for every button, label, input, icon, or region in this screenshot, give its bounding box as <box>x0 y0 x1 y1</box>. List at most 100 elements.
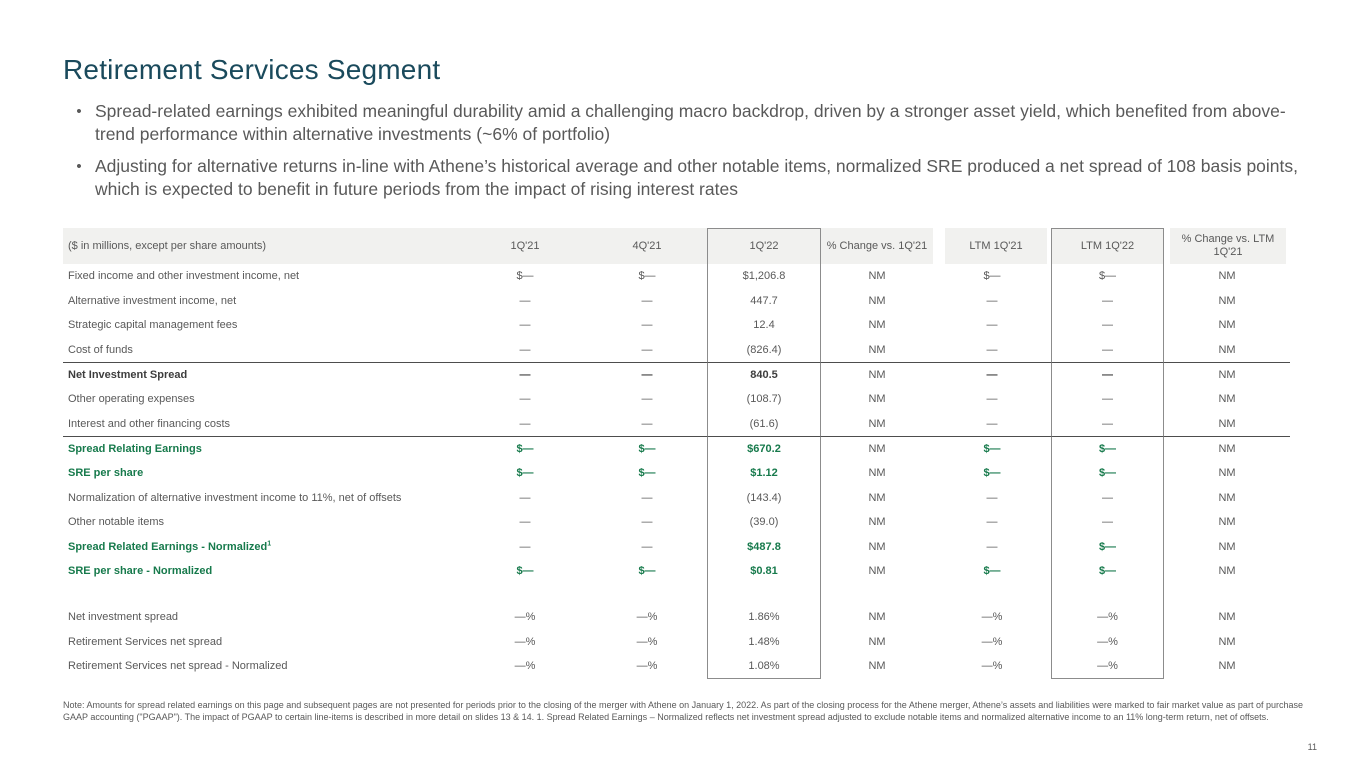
table-cell: 840.5 <box>707 362 821 387</box>
table-header-row: ($ in millions, except per share amounts… <box>63 228 1290 264</box>
table-cell: — <box>641 344 653 357</box>
table-cell: $— <box>516 467 534 480</box>
table-cell: — <box>933 362 1051 387</box>
table-cell: NM <box>868 270 886 283</box>
table-cell: NM <box>868 565 886 578</box>
table-cell: — <box>1051 485 1164 510</box>
table-cell: —% <box>981 660 1003 673</box>
table-cell: — <box>519 540 531 553</box>
table-cell: — <box>641 516 653 529</box>
table-cell: — <box>641 393 653 406</box>
page-title: Retirement Services Segment <box>63 54 441 85</box>
table-cell: (61.6) <box>707 411 821 437</box>
table-cell: —% <box>1051 629 1164 654</box>
table-cell: NM <box>868 611 886 624</box>
table-cell: $0.81 <box>707 559 821 584</box>
table-cell: $1,206.8 <box>707 264 821 289</box>
table-row: Cost of funds — — (826.4) NM — — NM <box>63 337 1290 363</box>
table-cell: —% <box>636 660 658 673</box>
table-cell: $— <box>638 270 656 283</box>
column-header-pct-change-ltm-1q21: % Change vs. LTM 1Q'21 <box>1164 228 1290 264</box>
table-cell: —% <box>514 611 536 624</box>
table-cell: $— <box>1051 559 1164 584</box>
row-label: Fixed income and other investment income… <box>68 270 300 283</box>
table-cell: $— <box>983 270 1001 283</box>
table-cell: NM <box>868 393 886 406</box>
table-cell: — <box>587 362 707 387</box>
row-label: Interest and other financing costs <box>68 417 231 430</box>
table-cell: NM <box>1218 294 1236 307</box>
row-label: Spread Related Earnings - Normalized1 <box>68 540 272 553</box>
bullet-marker-icon: • <box>76 158 82 175</box>
table-cell: — <box>519 294 531 307</box>
column-header-ltm-1q22: LTM 1Q'22 <box>1051 228 1164 264</box>
table-cell: $— <box>983 565 1001 578</box>
column-header-4q21: 4Q'21 <box>587 228 707 264</box>
table-cell: — <box>986 393 998 406</box>
table-cell: — <box>1051 288 1164 314</box>
table-cell: — <box>519 491 531 504</box>
row-label: Retirement Services net spread - Normali… <box>68 660 288 673</box>
table-row: SRE per share $— $— $1.12 NM $— $— NM <box>63 460 1290 486</box>
row-label: Other notable items <box>68 516 164 529</box>
table-cell: — <box>641 491 653 504</box>
bullet-text: Adjusting for alternative returns in-lin… <box>95 156 1299 199</box>
table-cell: NM <box>1218 660 1236 673</box>
table-row: Other notable items — — (39.0) NM — — NM <box>63 509 1290 535</box>
table-cell: — <box>519 393 531 406</box>
table-cell: — <box>641 294 653 307</box>
table-cell: NM <box>1218 540 1236 553</box>
bullet-text: Spread-related earnings exhibited meanin… <box>95 101 1286 144</box>
row-label <box>63 584 463 605</box>
table-spacer-row <box>63 583 1290 605</box>
table-cell: $— <box>516 270 534 283</box>
table-row: Spread Relating Earnings $— $— $670.2 NM $— $—… <box>63 436 1290 461</box>
row-label: Other operating expenses <box>68 393 195 406</box>
table-cell: 447.7 <box>707 288 821 314</box>
table-cell: — <box>1051 509 1164 535</box>
table-cell: (826.4) <box>707 337 821 363</box>
table-row: Spread Related Earnings - Normalized1 — — $… <box>63 534 1290 560</box>
table-cell <box>821 584 933 605</box>
column-header-ltm-1q21: LTM 1Q'21 <box>933 228 1051 264</box>
table-row: Net investment spread —% —% 1.86% NM —% —% NM <box>63 604 1290 630</box>
table-cell: —% <box>636 635 658 648</box>
bullet-item: • Spread-related earnings exhibited mean… <box>63 100 1303 146</box>
table-cell: 1.86% <box>707 604 821 630</box>
table-cell: — <box>986 516 998 529</box>
table-cell: NM <box>868 294 886 307</box>
table-cell: NM <box>868 635 886 648</box>
table-cell: (108.7) <box>707 386 821 412</box>
table-cell: — <box>519 319 531 332</box>
table-cell: $487.8 <box>707 534 821 560</box>
table-row: Net Investment Spread — —840.5 NM — — NM <box>63 362 1290 387</box>
table-cell: — <box>1051 362 1164 387</box>
table-cell: —% <box>514 660 536 673</box>
table-cell: 12.4 <box>707 313 821 338</box>
table-cell: — <box>1051 337 1164 363</box>
table-cell: NM <box>1164 436 1290 461</box>
table-row: Fixed income and other investment income… <box>63 264 1290 289</box>
table-cell: $— <box>463 436 587 461</box>
table-cell <box>1051 583 1164 605</box>
table-cell <box>587 584 707 605</box>
table-cell: NM <box>1218 417 1236 430</box>
table-cell: NM <box>1218 393 1236 406</box>
page-number: 11 <box>1307 742 1317 752</box>
column-header-units: ($ in millions, except per share amounts… <box>63 228 463 264</box>
table-cell: — <box>1051 313 1164 338</box>
table-cell: —% <box>981 611 1003 624</box>
table-cell: NM <box>868 417 886 430</box>
table-cell: NM <box>868 491 886 504</box>
table-cell: NM <box>868 467 886 480</box>
table-cell: — <box>986 540 998 553</box>
table-cell: NM <box>1164 362 1290 387</box>
table-cell: —% <box>1051 653 1164 679</box>
table-cell: $— <box>933 436 1051 461</box>
table-row: Strategic capital management fees — — 12.4 N… <box>63 313 1290 338</box>
row-label: Alternative investment income, net <box>68 294 237 307</box>
row-label: SRE per share <box>68 467 144 480</box>
financials-table: ($ in millions, except per share amounts… <box>63 228 1290 679</box>
table-cell: — <box>1051 411 1164 437</box>
table-cell: $— <box>638 467 656 480</box>
